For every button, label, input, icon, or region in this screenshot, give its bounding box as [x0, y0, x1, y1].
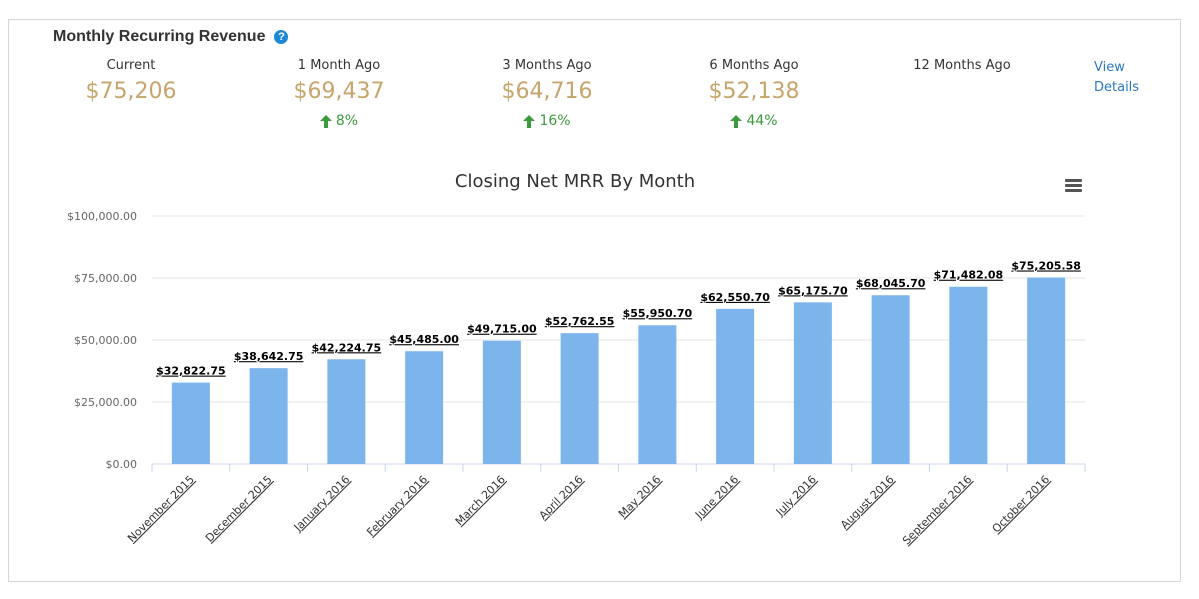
- data-label: $62,550.70: [700, 291, 770, 304]
- metric-value: $75,206: [85, 79, 177, 104]
- metric-change: 8%: [239, 113, 439, 129]
- bar: [482, 340, 521, 464]
- y-tick-label: $75,000.00: [74, 272, 137, 285]
- chart-title: Closing Net MRR By Month: [454, 171, 696, 192]
- data-label: $55,950.70: [623, 307, 693, 320]
- arrow-up-icon: [730, 114, 743, 128]
- bar: [716, 308, 755, 464]
- metric-value: $52,138: [708, 79, 800, 104]
- question-circle-icon[interactable]: ?: [274, 30, 289, 44]
- view-details-link[interactable]: View Details: [1094, 58, 1154, 98]
- panel-title: Monthly Recurring Revenue: [53, 28, 266, 45]
- x-tick-label: September 2016: [900, 473, 974, 547]
- data-label: $49,715.00: [467, 323, 537, 336]
- bar: [327, 359, 366, 464]
- panel-legend: Monthly Recurring Revenue ?: [43, 28, 299, 46]
- metric-1-month-ago: 1 Month Ago $69,437 8%: [239, 58, 439, 129]
- y-tick-label: $100,000.00: [67, 210, 137, 223]
- x-tick-label: December 2015: [203, 473, 275, 545]
- metric-change-value: 44%: [746, 113, 778, 129]
- data-label: $45,485.00: [389, 333, 459, 346]
- view-details-line1: View: [1094, 60, 1125, 75]
- x-tick-label: November 2015: [125, 473, 197, 545]
- data-label: $68,045.70: [856, 277, 926, 290]
- bar: [793, 302, 832, 464]
- x-tick-label: February 2016: [364, 473, 430, 539]
- x-tick-label: July 2016: [773, 473, 819, 519]
- metric-12-months-ago: 12 Months Ago: [862, 58, 1062, 76]
- bar: [560, 333, 599, 464]
- hamburger-menu-icon[interactable]: [1065, 179, 1082, 193]
- bar: [171, 382, 210, 464]
- x-tick-label: August 2016: [838, 473, 897, 532]
- bar: [949, 286, 988, 464]
- metric-label: 12 Months Ago: [913, 58, 1011, 73]
- metric-label: 6 Months Ago: [709, 58, 799, 73]
- data-label: $42,224.75: [312, 341, 382, 354]
- bar: [1027, 277, 1066, 464]
- metric-label: Current: [106, 58, 156, 73]
- x-tick-label: March 2016: [453, 473, 508, 528]
- data-label: $52,762.55: [545, 315, 615, 328]
- bar: [405, 351, 444, 464]
- x-tick-label: October 2016: [990, 473, 1053, 536]
- data-label: $38,642.75: [234, 350, 304, 363]
- x-tick-label: May 2016: [616, 473, 664, 521]
- view-details-line2: Details: [1094, 80, 1140, 95]
- arrow-up-icon: [523, 114, 536, 128]
- metric-change-value: 16%: [539, 113, 571, 129]
- x-tick-label: June 2016: [692, 473, 741, 522]
- metric-label: 3 Months Ago: [502, 58, 592, 73]
- metric-3-months-ago: 3 Months Ago $64,716 16%: [447, 58, 647, 129]
- arrow-up-icon: [319, 114, 332, 128]
- data-label: $65,175.70: [778, 284, 848, 297]
- metric-change: 44%: [654, 113, 854, 129]
- metric-value: $69,437: [293, 79, 385, 104]
- data-label: $32,822.75: [156, 365, 226, 378]
- metric-label: 1 Month Ago: [297, 58, 381, 73]
- bar: [638, 325, 677, 464]
- data-label: $75,205.58: [1011, 259, 1081, 272]
- x-tick-label: January 2016: [291, 473, 353, 535]
- metric-change: 16%: [447, 113, 647, 129]
- bar: [871, 295, 910, 464]
- y-tick-label: $25,000.00: [74, 396, 137, 409]
- metric-current: Current $75,206: [31, 58, 231, 109]
- metric-change-value: 8%: [335, 113, 359, 129]
- metric-value: $64,716: [501, 79, 593, 104]
- mrr-panel: Monthly Recurring Revenue ?: [8, 19, 1181, 582]
- data-label: $71,482.08: [934, 269, 1004, 282]
- metric-6-months-ago: 6 Months Ago $52,138 44%: [654, 58, 854, 129]
- y-tick-label: $50,000.00: [74, 334, 137, 347]
- x-tick-label: April 2016: [537, 473, 586, 522]
- bar: [249, 368, 288, 464]
- y-tick-label: $0.00: [106, 458, 138, 471]
